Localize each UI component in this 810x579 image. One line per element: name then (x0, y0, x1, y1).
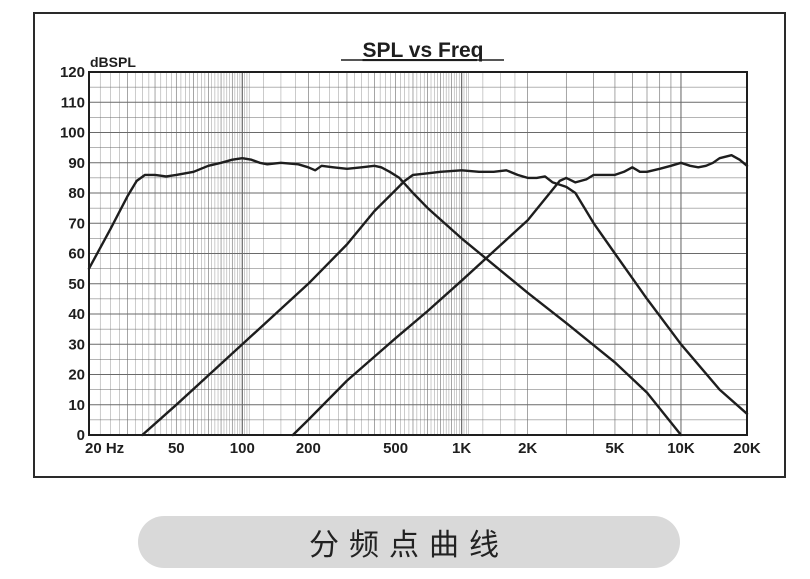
y-tick-label: 10 (68, 397, 85, 414)
grid-lines (88, 71, 748, 436)
y-tick-label: 20 (68, 367, 85, 384)
x-tick-label: 500 (383, 440, 408, 457)
y-tick-label: 40 (68, 306, 85, 323)
series-lines (87, 154, 749, 437)
spl-frequency-chart: SPL vs Freq dBSPL 0 10 20 30 40 50 60 70 80 90 100… (60, 39, 761, 457)
x-tick-label: 50 (168, 440, 185, 457)
x-tick-label: 20 Hz (85, 440, 124, 457)
x-tick-labels: 20 Hz 50 100 200 500 1K 2K 5K 10K 20K (85, 440, 761, 457)
plot-border (88, 71, 748, 436)
y-tick-label: 90 (68, 155, 85, 172)
x-tick-label: 1K (452, 440, 471, 457)
series-line-3 (291, 154, 749, 437)
x-tick-label: 100 (230, 440, 255, 457)
y-tick-label: 50 (68, 276, 85, 293)
series-line-1 (87, 157, 683, 437)
x-tick-label: 5K (605, 440, 624, 457)
caption-banner: 分频点曲线 (138, 516, 680, 568)
x-tick-label: 2K (518, 440, 537, 457)
series-line-2 (141, 169, 749, 437)
y-tick-label: 120 (60, 64, 85, 81)
chart-title: SPL vs Freq (363, 39, 484, 62)
caption-text: 分频点曲线 (309, 528, 509, 563)
x-tick-label: 20K (733, 440, 761, 457)
y-tick-label: 30 (68, 336, 85, 353)
x-tick-label: 10K (667, 440, 695, 457)
x-tick-label: 200 (296, 440, 321, 457)
y-tick-label: 0 (77, 427, 85, 444)
y-tick-labels: 0 10 20 30 40 50 60 70 80 90 100 110 120 (60, 64, 85, 444)
y-tick-label: 60 (68, 246, 85, 263)
chart-frame (33, 12, 786, 478)
y-tick-label: 110 (61, 94, 85, 111)
y-axis-label: dBSPL (90, 54, 136, 70)
y-tick-label: 70 (68, 215, 85, 232)
y-tick-label: 100 (60, 125, 85, 142)
y-tick-label: 80 (68, 185, 85, 202)
